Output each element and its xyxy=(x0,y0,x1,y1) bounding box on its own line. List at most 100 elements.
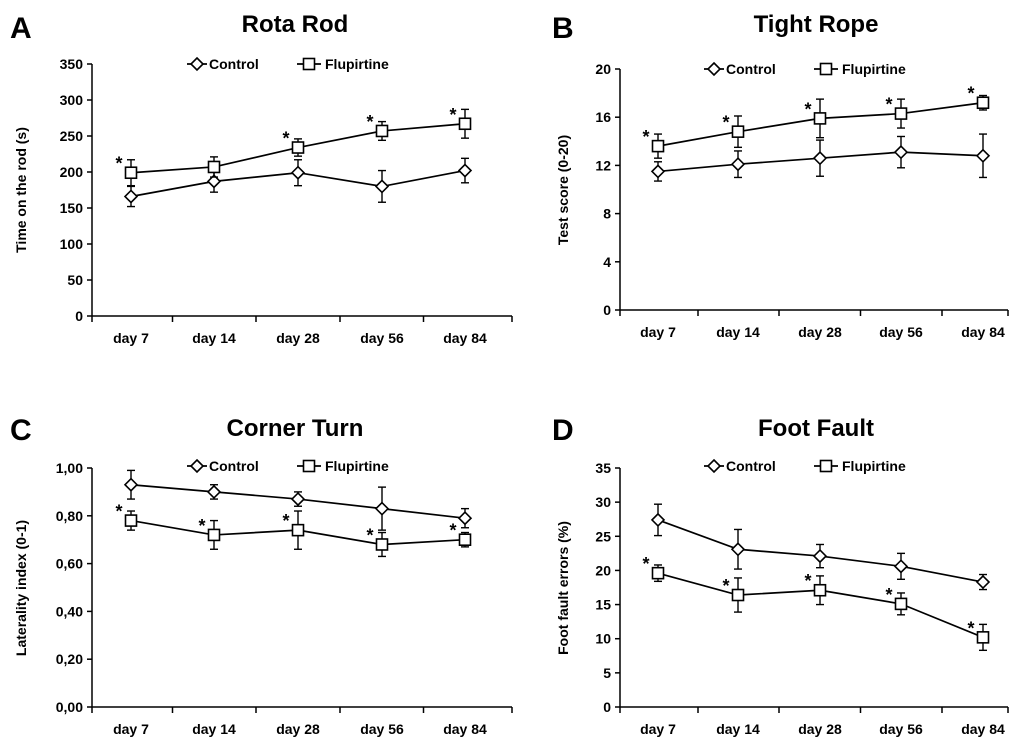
series-control-point xyxy=(650,164,666,179)
significance-star: * xyxy=(722,576,729,596)
y-tick-label: 0,60 xyxy=(56,556,83,572)
y-tick-label: 20 xyxy=(595,562,611,578)
series-flupirtine-point xyxy=(291,141,305,154)
legend-marker-flupirtine xyxy=(819,62,833,76)
significance-star: * xyxy=(282,511,289,531)
significance-star: * xyxy=(198,516,205,536)
legend-label-control: Control xyxy=(209,458,259,474)
series-flupirtine-point xyxy=(651,139,665,153)
x-tick-label: day 14 xyxy=(192,721,236,737)
series-control-point xyxy=(730,157,746,172)
y-tick-label: 150 xyxy=(60,200,84,216)
y-axis-title: Test score (0-20) xyxy=(555,135,571,245)
y-tick-label: 250 xyxy=(60,128,84,144)
series-flupirtine-point xyxy=(894,107,908,120)
series-control-point xyxy=(975,148,991,163)
x-tick-label: day 84 xyxy=(961,721,1005,737)
legend-label-control: Control xyxy=(726,61,776,77)
series-flupirtine-point xyxy=(976,96,990,110)
series-control-point xyxy=(206,484,222,500)
x-tick-label: day 56 xyxy=(360,721,404,737)
y-tick-label: 0 xyxy=(75,308,83,324)
x-tick-label: day 14 xyxy=(716,324,760,340)
y-tick-label: 35 xyxy=(595,460,611,476)
x-tick-label: day 56 xyxy=(360,330,404,346)
x-tick-label: day 56 xyxy=(879,324,923,340)
chart-title: Rota Rod xyxy=(242,11,349,38)
series-control-point xyxy=(290,165,306,180)
series-flupirtine-point xyxy=(375,538,389,551)
series-control-point xyxy=(457,163,473,178)
series-flupirtine-point xyxy=(458,117,472,131)
legend-marker-control xyxy=(706,458,722,474)
series-flupirtine-point xyxy=(813,583,827,597)
series-flupirtine-point xyxy=(124,166,138,180)
legend-label-control: Control xyxy=(209,56,259,72)
panel-d: D Foot Fault 0 5 10 15 20 25 30 35 day 7 day 14 day … xyxy=(552,414,1009,737)
chart-title: Foot Fault xyxy=(758,415,874,442)
y-tick-label: 0,80 xyxy=(56,508,83,524)
legend-label-flupirtine: Flupirtine xyxy=(842,458,906,474)
y-tick-label: 200 xyxy=(60,164,84,180)
legend-marker-control xyxy=(706,61,722,77)
y-tick-label: 30 xyxy=(595,494,611,510)
legend-marker-flupirtine xyxy=(819,459,833,473)
series-flupirtine-point xyxy=(124,514,138,527)
x-tick-label: day 84 xyxy=(961,324,1005,340)
significance-star: * xyxy=(449,105,456,125)
panel-letter: A xyxy=(10,12,32,45)
x-tick-label: day 56 xyxy=(879,721,923,737)
significance-star: * xyxy=(642,127,649,147)
chart-title: Tight Rope xyxy=(754,11,879,38)
legend-marker-flupirtine xyxy=(302,57,316,71)
series-control-point xyxy=(730,542,746,557)
significance-star: * xyxy=(115,502,122,522)
panel-letter: C xyxy=(10,414,32,447)
significance-star: * xyxy=(642,554,649,574)
x-tick-label: day 7 xyxy=(640,721,676,737)
series-control-point xyxy=(206,174,222,189)
series-flupirtine-point xyxy=(813,112,827,125)
panel-c: C Corner Turn 0,00 0,20 0,40 0,60 0,80 1,00 day … xyxy=(10,414,513,737)
significance-star: * xyxy=(967,618,974,638)
chart-title: Corner Turn xyxy=(227,415,364,442)
legend-marker-flupirtine xyxy=(302,459,316,473)
y-tick-label: 4 xyxy=(603,254,611,270)
x-tick-label: day 28 xyxy=(276,330,320,346)
x-tick-label: day 28 xyxy=(798,721,842,737)
series-control-point xyxy=(975,574,991,590)
series-control-point xyxy=(374,501,390,516)
significance-star: * xyxy=(804,99,811,119)
x-tick-label: day 7 xyxy=(113,330,149,346)
legend-label-flupirtine: Flupirtine xyxy=(325,458,389,474)
y-axis-title: Time on the rod (s) xyxy=(13,127,29,253)
x-tick-label: day 84 xyxy=(443,721,487,737)
legend-label-flupirtine: Flupirtine xyxy=(325,56,389,72)
significance-star: * xyxy=(885,95,892,115)
significance-star: * xyxy=(366,525,373,545)
y-tick-label: 8 xyxy=(603,206,611,222)
y-tick-label: 50 xyxy=(67,272,83,288)
significance-star: * xyxy=(366,112,373,132)
legend-marker-control xyxy=(189,458,205,474)
series-flupirtine-point xyxy=(458,533,472,547)
significance-star: * xyxy=(804,571,811,591)
y-tick-label: 100 xyxy=(60,236,84,252)
panel-b: B Tight Rope 0 4 8 12 16 20 day 7 day 14 day 28 day… xyxy=(552,11,1009,340)
y-axis-title: Laterality index (0-1) xyxy=(13,520,29,656)
significance-star: * xyxy=(115,154,122,174)
series-control-point xyxy=(893,559,909,574)
series-control-point xyxy=(290,491,306,507)
series-flupirtine-point xyxy=(894,597,908,611)
series-flupirtine-point xyxy=(976,631,990,644)
y-tick-label: 15 xyxy=(595,597,611,613)
y-tick-label: 0,00 xyxy=(56,699,83,715)
series-flupirtine-point xyxy=(731,588,745,602)
series-flupirtine-point xyxy=(207,160,221,174)
y-tick-label: 12 xyxy=(595,157,611,173)
series-control-point xyxy=(457,511,473,526)
x-tick-label: day 28 xyxy=(276,721,320,737)
series-control-point xyxy=(812,548,828,564)
